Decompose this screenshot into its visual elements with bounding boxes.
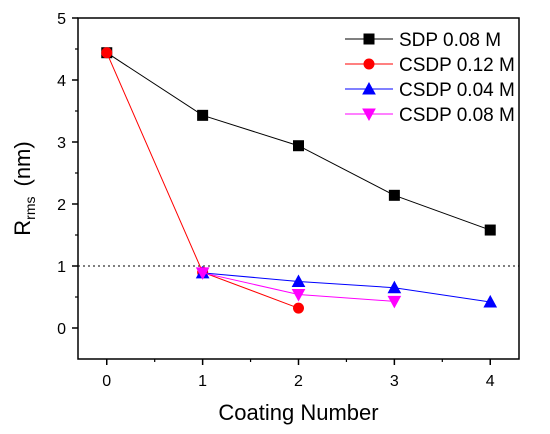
x-tick-label-2: 2 [294, 373, 303, 390]
y-axis-label-unit: (nm) [10, 141, 35, 186]
x-tick-label-4: 4 [486, 373, 495, 390]
series-2-line [202, 272, 491, 303]
legend: SDP 0.08 M CSDP 0.12 M CSDP 0.04 M CSDP 0.0… [345, 30, 515, 126]
series-0 [101, 47, 496, 236]
y-axis-label: Rrms (nm) [10, 141, 38, 235]
legend-swatch-marker [363, 58, 375, 70]
series-0-point-1 [197, 109, 209, 121]
y-axis-label-sub: rms [22, 197, 38, 220]
legend-swatch-marker [363, 33, 375, 45]
y-tick-label-2: 2 [57, 197, 66, 214]
series-0-point-2 [293, 140, 304, 152]
legend-item-3: CSDP 0.08 M [345, 105, 515, 126]
axis-layer: 0 1 2 3 4 0 1 2 3 4 5 [57, 11, 495, 390]
y-tick-label-5: 5 [57, 11, 66, 28]
legend-item-1: CSDP 0.12 M [345, 55, 515, 76]
series-3-point-0 [195, 267, 210, 280]
legend-swatch-marker [362, 108, 376, 122]
y-tick-label-4: 4 [57, 73, 66, 90]
legend-label-2: CSDP 0.04 M [399, 80, 515, 101]
series-layer [101, 47, 498, 314]
x-tick-label-1: 1 [198, 373, 207, 390]
x-tick-label-0: 0 [102, 373, 111, 390]
legend-label-0: SDP 0.08 M [399, 30, 501, 51]
legend-label-1: CSDP 0.12 M [399, 55, 515, 76]
series-0-point-4 [484, 224, 496, 236]
legend-item-2: CSDP 0.04 M [345, 80, 515, 101]
series-2-point-2 [387, 280, 402, 294]
x-axis-label: Coating Number [218, 400, 378, 425]
series-2-point-1 [291, 274, 306, 287]
series-2-point-3 [483, 294, 498, 308]
series-0-point-3 [388, 189, 400, 201]
y-axis-label-main: R [10, 220, 35, 236]
x-tick-label-3: 3 [390, 373, 399, 390]
series-3-point-2 [387, 295, 402, 309]
series-1-point-2 [293, 302, 304, 314]
legend-item-0: SDP 0.08 M [345, 30, 501, 51]
series-1-point-0 [101, 47, 113, 59]
legend-label-3: CSDP 0.08 M [399, 105, 515, 126]
y-tick-label-1: 1 [57, 259, 66, 276]
y-tick-label-3: 3 [57, 135, 66, 152]
series-3 [195, 267, 402, 309]
y-tick-label-0: 0 [57, 321, 66, 338]
series-3-point-1 [291, 289, 306, 302]
legend-swatch-marker [362, 81, 376, 95]
